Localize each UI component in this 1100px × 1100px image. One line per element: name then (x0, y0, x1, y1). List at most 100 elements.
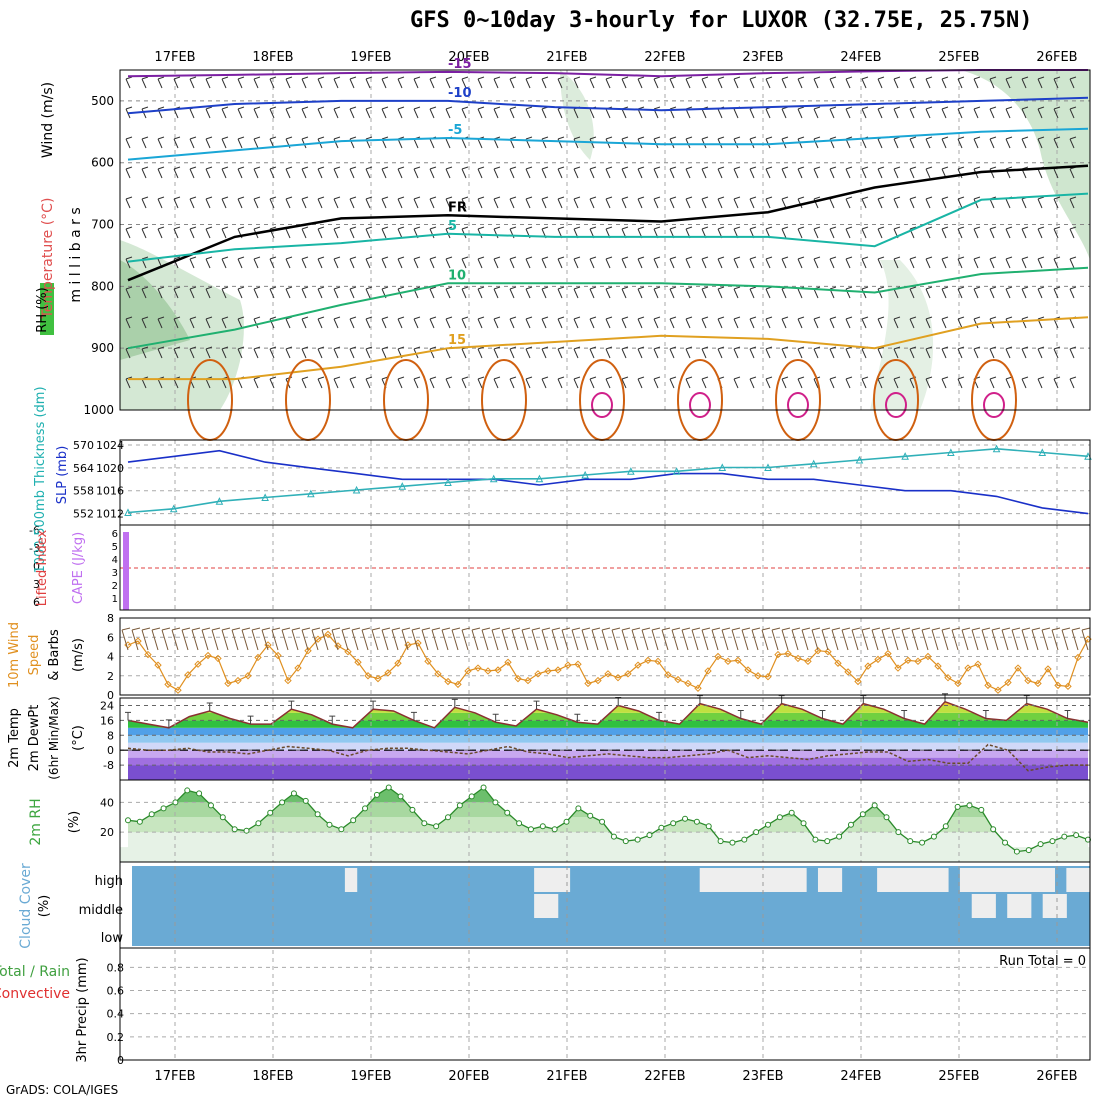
upper-barb (557, 256, 565, 269)
rh-point (670, 820, 677, 827)
upper-barb (173, 166, 181, 179)
wind10-point (974, 660, 982, 668)
slp-label: SLP (mb) (55, 446, 70, 505)
li-ytick-4: 6 (33, 596, 40, 609)
wind10-barb (181, 627, 191, 651)
upper-barb (989, 106, 997, 119)
rh-point (385, 784, 392, 791)
upper-barb (205, 256, 213, 269)
upper-barb (1053, 136, 1061, 149)
upper-barb (253, 196, 261, 209)
thickness-point (947, 448, 955, 456)
upper-barb (365, 286, 373, 299)
cloud-label-a: Cloud Cover (18, 863, 34, 949)
bottom-date-1: 18FEB (252, 1069, 293, 1084)
wind10-point (924, 652, 932, 661)
upper-barb (829, 76, 837, 89)
upper-barb (285, 256, 293, 269)
rh-point (207, 802, 214, 809)
upper-barb (1037, 376, 1045, 389)
upper-barb (877, 346, 885, 359)
upper-barb (717, 196, 725, 209)
upper-barb (269, 196, 277, 209)
temp-minmax-bar (819, 710, 826, 719)
rh-point (1025, 847, 1032, 854)
wind10-barb (991, 627, 1001, 651)
upper-barb (157, 106, 165, 119)
upper-barb (877, 286, 885, 299)
rh-point (847, 821, 854, 828)
upper-barb (797, 196, 805, 209)
wind10-barb (161, 627, 171, 651)
upper-barb (461, 166, 469, 179)
upper-barb (509, 166, 517, 179)
upper-barb (893, 316, 901, 329)
temp-minmax-bar (492, 713, 499, 723)
wind10-point (904, 656, 912, 665)
upper-barb (141, 166, 149, 179)
upper-barb (237, 196, 245, 209)
upper-barb (317, 166, 325, 179)
wind10-barb (441, 627, 451, 651)
wind10-barb (351, 627, 361, 651)
wind10-point (464, 667, 472, 675)
precip-label: 3hr Precip (mm) (75, 957, 90, 1062)
upper-rh-label: RH (%) (35, 287, 50, 332)
upper-barb (173, 286, 181, 299)
upper-barb (589, 166, 597, 179)
upper-barb (237, 346, 245, 359)
upper-barb (1053, 376, 1061, 389)
wind10-point (1064, 682, 1072, 691)
hot-contour-8 (983, 392, 1005, 418)
wind10-point (274, 651, 282, 660)
upper-barb (589, 316, 597, 329)
upper-barb (861, 256, 869, 269)
wind10-barb (551, 627, 561, 651)
upper-barb (397, 316, 405, 329)
upper-barb (733, 376, 741, 389)
thickness-point (809, 459, 818, 468)
wind10-barb (791, 627, 801, 651)
upper-barb (189, 286, 197, 299)
upper-barb (893, 256, 901, 269)
wind10-point (184, 671, 192, 679)
wind10-point (764, 673, 772, 681)
upper-barb (125, 376, 133, 389)
upper-barb (685, 256, 693, 269)
upper-barb (765, 376, 773, 389)
upper-barb (189, 346, 197, 359)
top-date-9: 26FEB (1036, 50, 1077, 65)
cape-ytick-2: 4 (112, 555, 118, 566)
wind10-barb (931, 627, 941, 651)
rh-point (942, 823, 949, 830)
upper-barb (557, 316, 565, 329)
cloud-cell-high (344, 868, 358, 892)
upper-barb (317, 196, 325, 209)
upper-barb (845, 166, 853, 179)
upper-barb (605, 166, 613, 179)
wind10-barb (941, 627, 951, 651)
wind10-point (234, 676, 242, 685)
upper-barb (381, 256, 389, 269)
upper-barb (701, 316, 709, 329)
rh-point (516, 820, 523, 827)
upper-barb (941, 286, 949, 299)
upper-barb (525, 166, 533, 179)
rh-point (231, 826, 238, 833)
upper-barb (1037, 316, 1045, 329)
wind10-point (444, 677, 452, 686)
upper-barb (509, 196, 517, 209)
upper-barb (925, 376, 933, 389)
temp-band-5 (128, 727, 1088, 736)
wind10-point (994, 686, 1002, 694)
upper-barb (493, 76, 501, 89)
contour--5 (127, 127, 1089, 161)
upper-barb (701, 196, 709, 209)
thickness-point (124, 508, 132, 516)
wind-ytick-2: 4 (107, 651, 114, 664)
upper-barb (349, 196, 357, 209)
upper-barb (317, 346, 325, 359)
cloud-cell-high (699, 868, 713, 892)
rh-point (172, 799, 179, 806)
upper-barb (317, 256, 325, 269)
